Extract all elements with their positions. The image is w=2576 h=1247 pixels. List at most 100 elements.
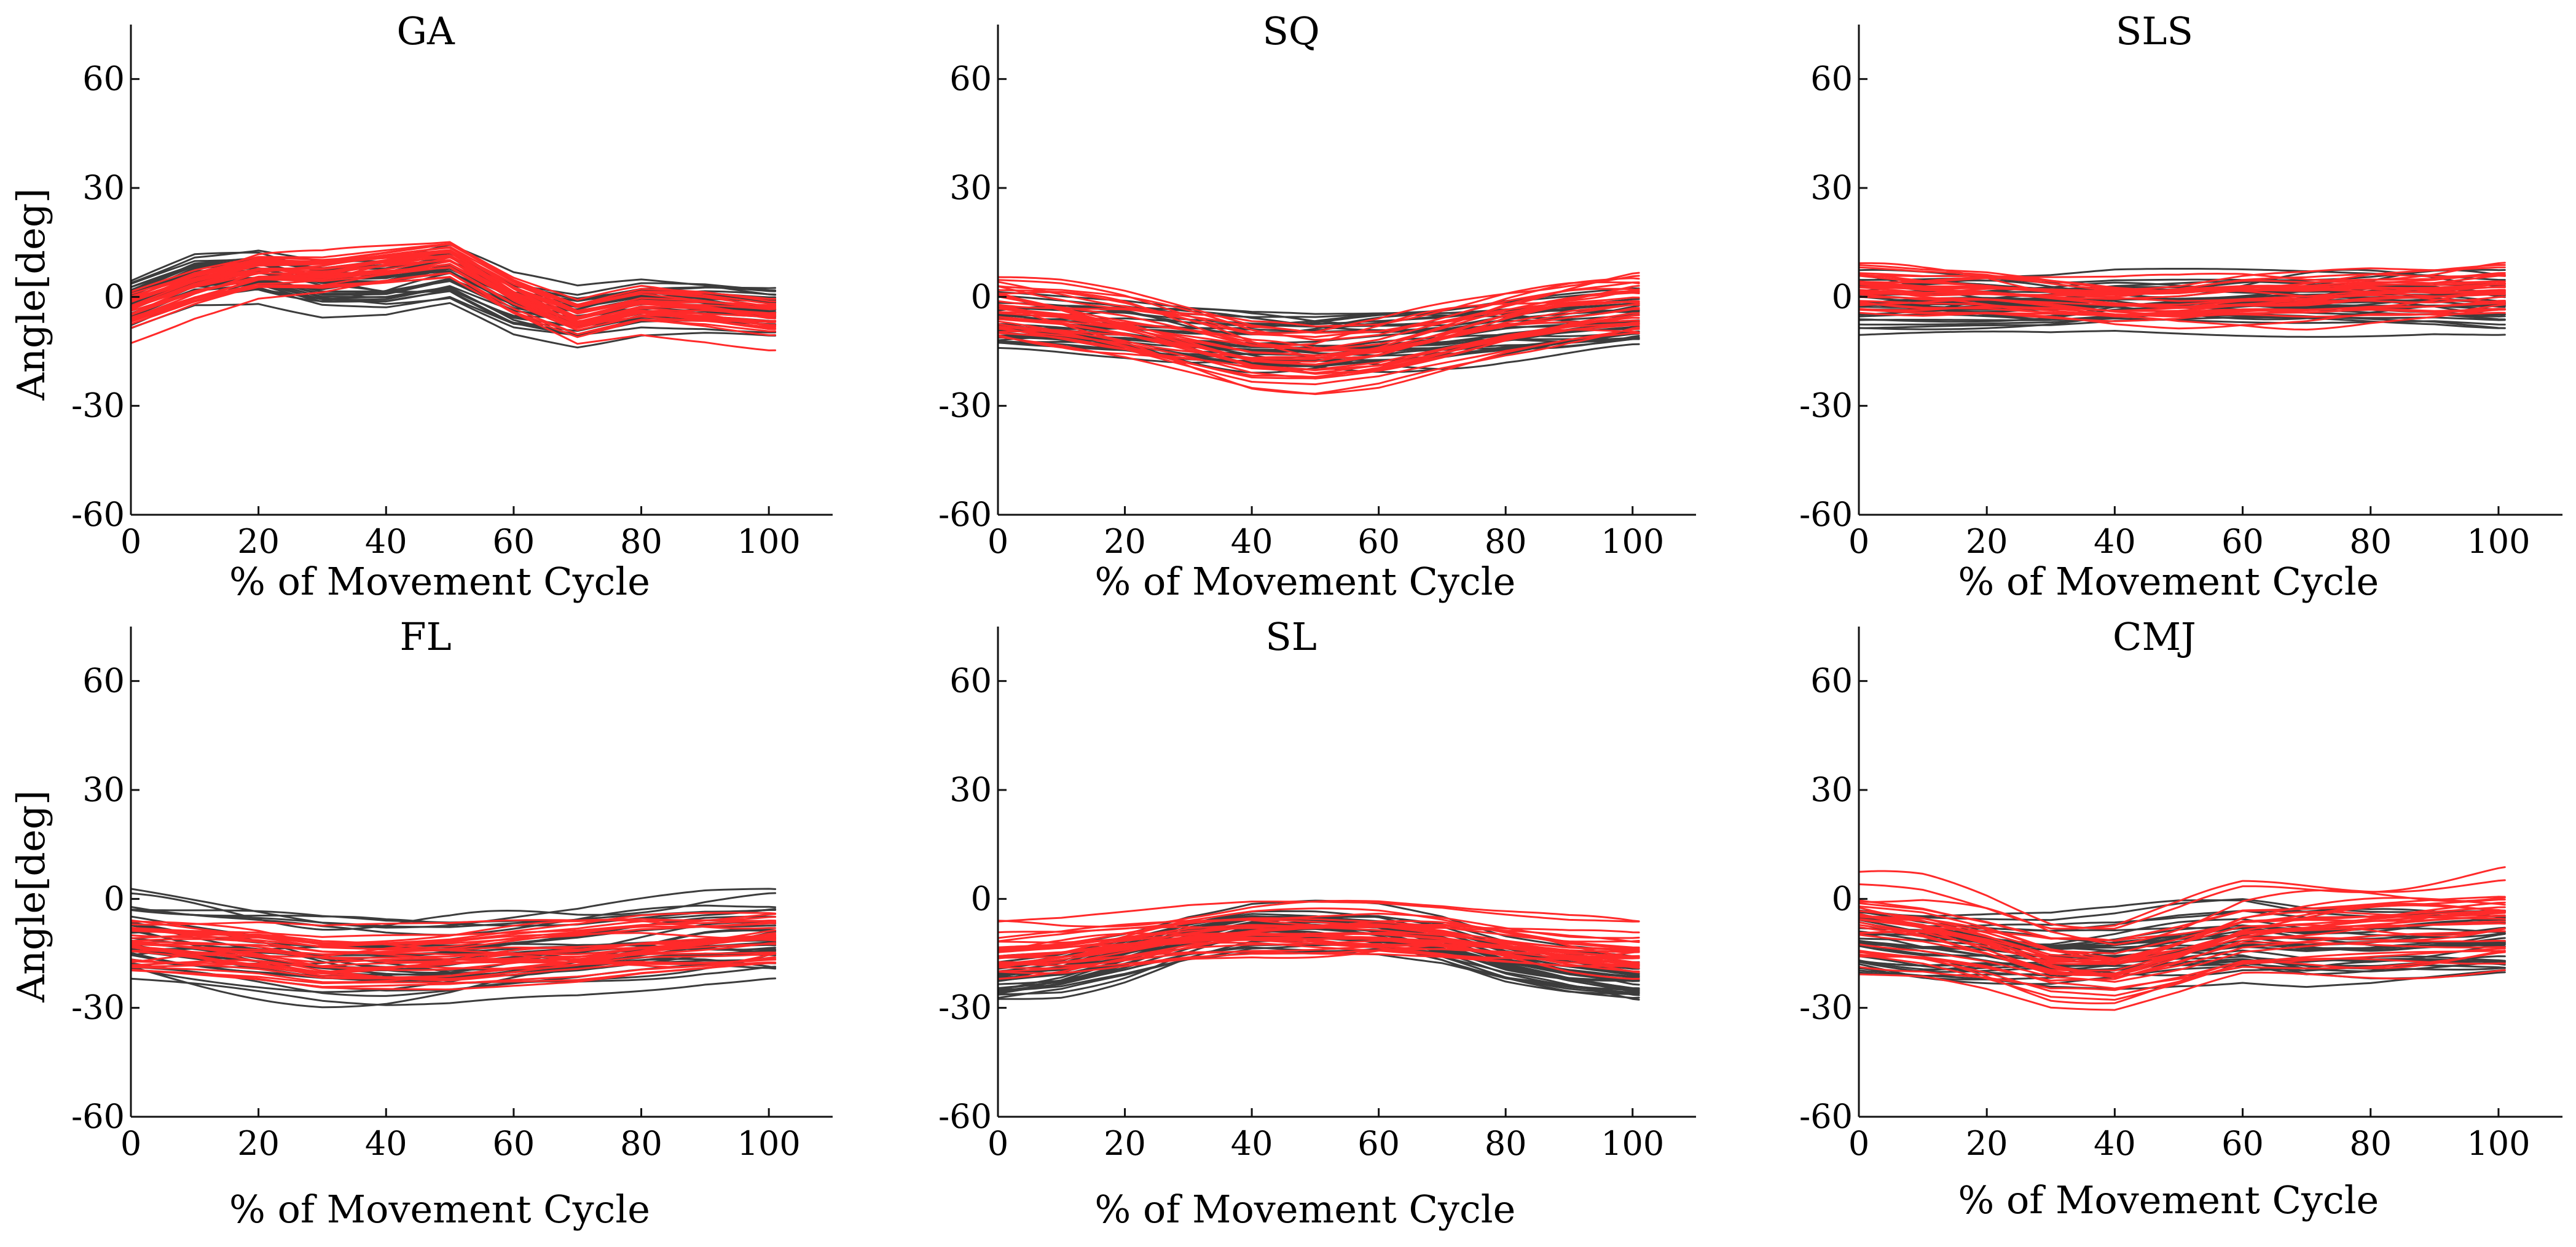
x-tick-label: 80 bbox=[620, 522, 662, 561]
x-tick-label: 60 bbox=[493, 522, 535, 561]
x-tick-label: 100 bbox=[2467, 1124, 2530, 1163]
trace-group-red-26 bbox=[997, 934, 1640, 966]
trace-group-red-23 bbox=[130, 933, 777, 963]
trace-group-red-16 bbox=[130, 919, 777, 944]
y-tick-label: -30 bbox=[71, 386, 125, 425]
trace-group-red-17 bbox=[1858, 924, 2506, 977]
x-tick-label: 60 bbox=[2221, 522, 2264, 561]
x-tick-label: 40 bbox=[1231, 522, 1273, 561]
trace-group-gray-21 bbox=[997, 335, 1640, 374]
x-tick-label: 100 bbox=[737, 1124, 801, 1163]
trace-group-red-6 bbox=[997, 281, 1640, 341]
trace-group-red-16 bbox=[1858, 294, 2506, 312]
trace-group-gray-29 bbox=[1858, 318, 2506, 326]
trace-group-red-11 bbox=[997, 284, 1640, 338]
y-tick-label: -60 bbox=[71, 1097, 125, 1136]
trace-group-red-26 bbox=[130, 243, 777, 306]
trace-group-red-24 bbox=[130, 950, 777, 968]
trace-group-red-25 bbox=[130, 246, 777, 308]
trace-group-red-21 bbox=[130, 259, 777, 323]
y-tick-label: 0 bbox=[971, 879, 992, 918]
y-tick-label: 0 bbox=[1832, 879, 1853, 918]
trace-group-red-26 bbox=[1858, 291, 2506, 308]
trace-group-gray-27 bbox=[997, 948, 1640, 993]
x-axis-label: % of Movement Cycle bbox=[229, 1187, 650, 1232]
trace-group-red-22 bbox=[1858, 958, 2506, 991]
x-tick-label: 80 bbox=[620, 1124, 662, 1163]
trace-group-red-9 bbox=[130, 922, 777, 950]
trace-group-red-22 bbox=[997, 919, 1640, 959]
y-axis-label: Angle[deg] bbox=[9, 188, 53, 401]
chart-title: GA bbox=[396, 9, 455, 53]
y-tick-label: 60 bbox=[1810, 662, 1853, 700]
x-tick-label: 100 bbox=[737, 522, 801, 561]
trace-group-gray-16 bbox=[130, 928, 777, 976]
trace-group-red-27 bbox=[130, 249, 777, 315]
trace-group-red-29 bbox=[997, 899, 1640, 928]
x-axis-label: % of Movement Cycle bbox=[1094, 1187, 1515, 1232]
trace-group-red-29 bbox=[130, 246, 777, 318]
trace-group-red-27 bbox=[1858, 969, 2506, 1011]
x-tick-label: 20 bbox=[237, 522, 280, 561]
x-tick-label: 40 bbox=[365, 1124, 407, 1163]
x-tick-label: 40 bbox=[365, 522, 407, 561]
y-tick-label: 30 bbox=[82, 770, 125, 809]
trace-group-red-19 bbox=[1858, 930, 2506, 979]
trace-group-gray-18 bbox=[1858, 969, 2506, 990]
trace-group-red-28 bbox=[1858, 276, 2506, 293]
trace-group-red-21 bbox=[997, 918, 1640, 953]
trace-group-red-15 bbox=[997, 307, 1640, 363]
trace-group-red-28 bbox=[130, 272, 777, 335]
y-tick-label: -60 bbox=[1799, 1097, 1853, 1136]
y-tick-label: 30 bbox=[949, 168, 992, 207]
trace-group-red-14 bbox=[1858, 307, 2506, 322]
x-tick-label: 20 bbox=[1966, 522, 2008, 561]
y-tick-label: 60 bbox=[82, 60, 125, 98]
trace-group-red-28 bbox=[997, 936, 1640, 966]
chart-title: SL bbox=[1265, 614, 1317, 659]
x-axis-label: % of Movement Cycle bbox=[229, 559, 650, 604]
trace-group-gray-19 bbox=[130, 888, 777, 929]
trace-group-red-7 bbox=[997, 326, 1640, 395]
y-tick-label: -30 bbox=[938, 988, 992, 1027]
trace-group-red-29 bbox=[997, 275, 1640, 334]
trace-group-red-19 bbox=[130, 255, 777, 319]
x-tick-label: 40 bbox=[2094, 1124, 2136, 1163]
x-tick-label: 60 bbox=[1357, 1124, 1400, 1163]
trace-group-red-16 bbox=[1858, 950, 2506, 1001]
x-tick-label: 40 bbox=[1231, 1124, 1273, 1163]
trace-group-red-15 bbox=[130, 267, 777, 327]
y-tick-label: 0 bbox=[104, 277, 125, 316]
chart-panel-sq: -60 -30 0 30 60 0 20 40 60 80 100 SQ % of Movement C… bbox=[938, 9, 1696, 604]
y-tick-label: 30 bbox=[1810, 770, 1853, 809]
chart-panel-cmj: -60 -30 0 30 60 0 20 40 60 80 100 CMJ % of Movement … bbox=[1799, 614, 2562, 1222]
trace-group-red-20 bbox=[1858, 904, 2506, 965]
y-tick-label: 0 bbox=[1832, 277, 1853, 316]
x-tick-label: 80 bbox=[2349, 522, 2392, 561]
chart-panel-sl: -60 -30 0 30 60 0 20 40 60 80 100 SL % of Movement C… bbox=[938, 614, 1696, 1232]
x-tick-label: 100 bbox=[1601, 1124, 1664, 1163]
trace-group-red-23 bbox=[1858, 283, 2506, 309]
y-tick-label: -30 bbox=[1799, 988, 1853, 1027]
trace-group-red-25 bbox=[997, 319, 1640, 366]
x-tick-label: 80 bbox=[1485, 1124, 1527, 1163]
x-tick-label: 80 bbox=[2349, 1124, 2392, 1163]
chart-title: SQ bbox=[1262, 9, 1319, 53]
trace-group-red-27 bbox=[997, 287, 1640, 351]
x-tick-label: 40 bbox=[2094, 522, 2136, 561]
trace-group-red-29 bbox=[130, 912, 777, 945]
x-tick-label: 0 bbox=[120, 522, 141, 561]
trace-group-red-12 bbox=[130, 916, 777, 927]
trace-group-red-15 bbox=[130, 953, 777, 980]
series-group-gray bbox=[130, 243, 777, 349]
y-tick-label: 60 bbox=[82, 662, 125, 700]
trace-group-red-2 bbox=[1858, 290, 2506, 316]
trace-group-gray-17 bbox=[130, 977, 777, 1006]
trace-group-red-12 bbox=[997, 281, 1640, 327]
trace-group-red-26 bbox=[1858, 896, 2506, 942]
y-tick-label: 60 bbox=[949, 662, 992, 700]
y-tick-label: -60 bbox=[938, 495, 992, 534]
x-tick-label: 0 bbox=[120, 1124, 141, 1163]
y-tick-label: -60 bbox=[1799, 495, 1853, 534]
